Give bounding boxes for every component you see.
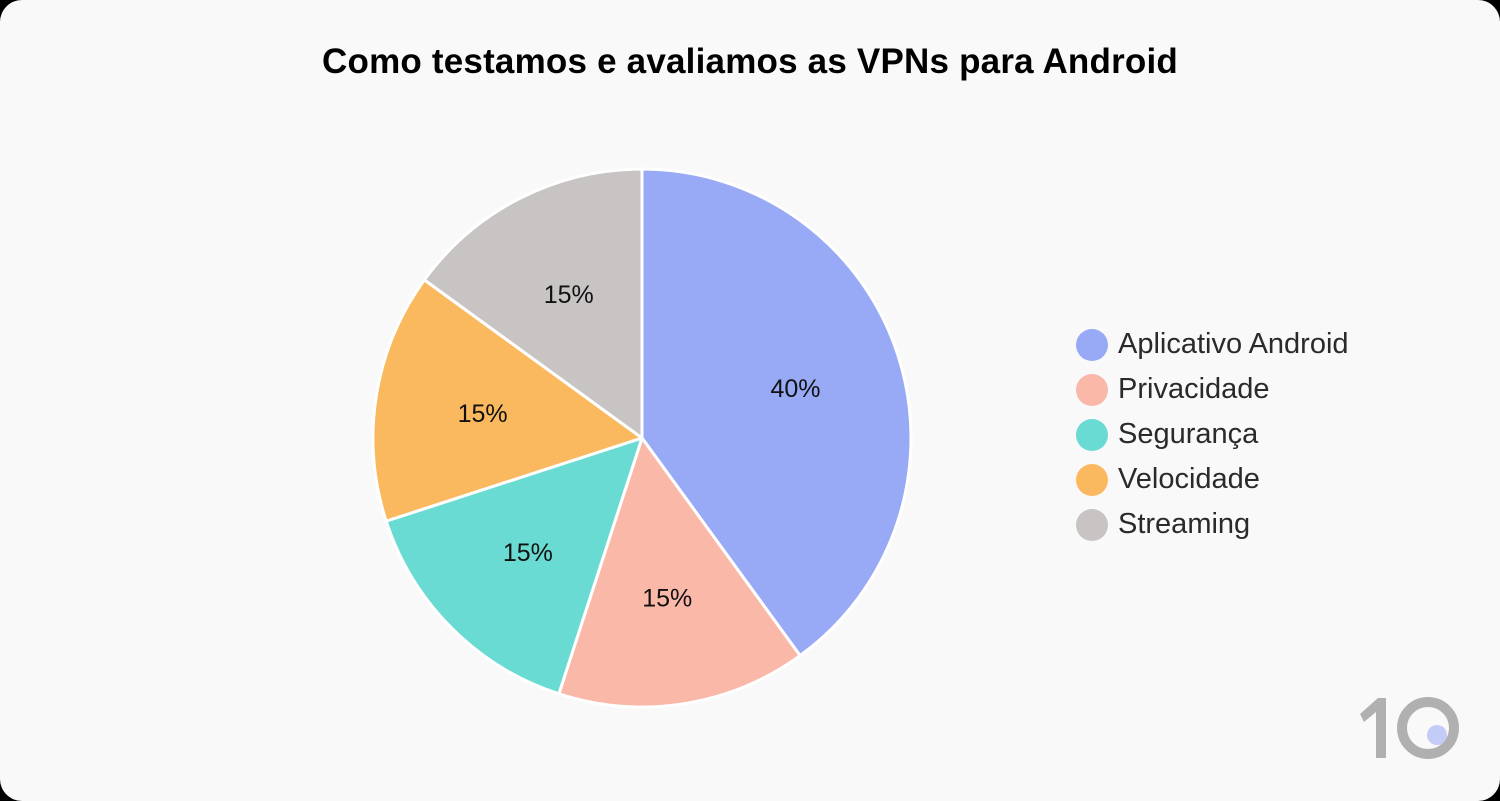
legend-swatch-icon [1076, 463, 1108, 496]
legend-label: Segurança [1118, 418, 1259, 450]
pie-slice-privacidade [557, 436, 802, 709]
legend-item-streaming: Streaming [1076, 502, 1349, 547]
legend-label: Velocidade [1118, 463, 1260, 495]
slice-label: 40% [770, 375, 820, 403]
legend-swatch-icon [1076, 418, 1108, 451]
legend-swatch-icon [1076, 328, 1108, 361]
legend-label: Privacidade [1118, 373, 1270, 405]
legend-item-privacidade: Privacidade [1076, 367, 1349, 412]
legend-label: Aplicativo Android [1118, 328, 1349, 360]
legend-item-velocidade: Velocidade [1076, 457, 1349, 502]
legend-swatch-icon [1076, 373, 1108, 406]
slice-label: 15% [642, 584, 692, 612]
slice-label: 15% [503, 539, 553, 567]
legend-item-aplicativo-android: Aplicativo Android [1076, 322, 1349, 367]
legend-swatch-icon [1076, 508, 1108, 541]
pie-slice-streaming [422, 167, 644, 440]
slice-label: 15% [458, 400, 508, 428]
pie-slice-aplicativo-android [640, 167, 913, 658]
chart-title: Como testamos e avaliamos as VPNs para A… [322, 42, 1178, 81]
pie-slice-segurança [384, 436, 644, 696]
legend-item-seguranca: Segurança [1076, 412, 1349, 457]
brand-logo-icon [1360, 697, 1459, 759]
legend: Aplicativo Android Privacidade Segurança… [1076, 322, 1349, 547]
slice-label: 15% [544, 281, 594, 309]
pie-slice-velocidade [371, 278, 644, 523]
legend-label: Streaming [1118, 508, 1251, 540]
